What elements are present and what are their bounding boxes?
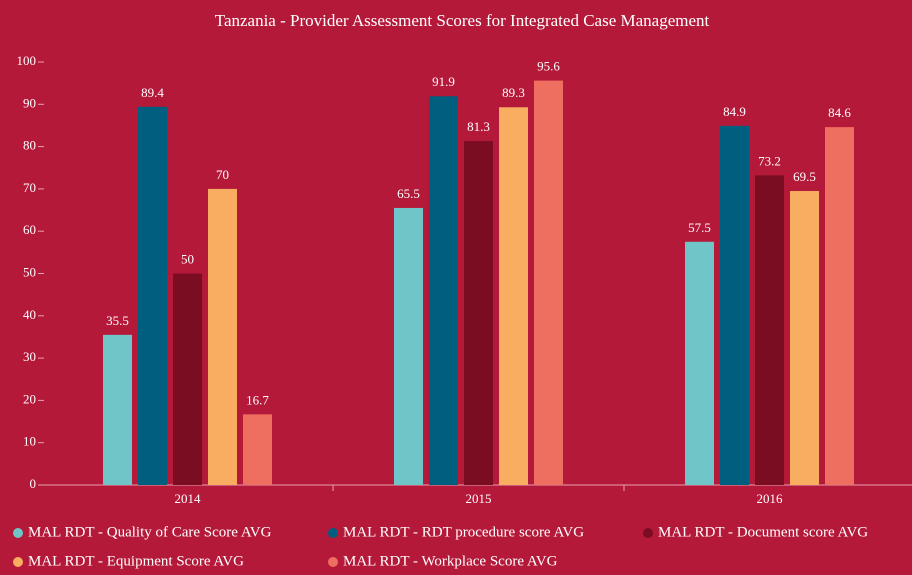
legend-marker — [328, 528, 338, 538]
y-tick-label: 0 — [30, 476, 37, 491]
y-tick-label: 10 — [23, 434, 36, 449]
legend-marker — [643, 528, 653, 538]
bar — [103, 334, 132, 485]
bar — [173, 273, 202, 485]
bar — [429, 96, 458, 485]
value-label: 95.6 — [537, 59, 560, 74]
bar — [825, 127, 854, 485]
bar — [208, 188, 237, 485]
y-tick-label: 20 — [23, 391, 36, 406]
value-label: 84.9 — [723, 104, 746, 119]
value-label: 70 — [216, 167, 229, 182]
y-tick-label: 40 — [23, 307, 36, 322]
y-tick-label: 50 — [23, 264, 36, 279]
chart-title: Tanzania - Provider Assessment Scores fo… — [215, 11, 710, 30]
y-tick-label: 70 — [23, 180, 36, 195]
bar — [464, 141, 493, 485]
bar — [534, 80, 563, 485]
legend-label: MAL RDT - Workplace Score AVG — [343, 553, 558, 569]
legend-label: MAL RDT - Document score AVG — [658, 524, 868, 540]
x-tick-label: 2015 — [466, 491, 492, 506]
value-label: 73.2 — [758, 153, 781, 168]
bar — [685, 241, 714, 485]
y-tick-label: 80 — [23, 138, 36, 153]
legend-marker — [13, 557, 23, 567]
value-label: 89.3 — [502, 85, 525, 100]
bar — [243, 414, 272, 485]
value-label: 65.5 — [397, 186, 420, 201]
bar — [720, 125, 749, 486]
value-label: 57.5 — [688, 220, 711, 235]
value-label: 91.9 — [432, 74, 455, 89]
y-tick-label: 100 — [17, 53, 37, 68]
legend-label: MAL RDT - Quality of Care Score AVG — [28, 524, 272, 540]
legend-label: MAL RDT - RDT procedure score AVG — [343, 524, 584, 540]
value-label: 35.5 — [106, 313, 129, 328]
y-tick-label: 60 — [23, 222, 36, 237]
legend-marker — [328, 557, 338, 567]
value-label: 50 — [181, 251, 194, 266]
legend-label: MAL RDT - Equipment Score AVG — [28, 553, 244, 569]
value-label: 81.3 — [467, 119, 490, 134]
y-tick-label: 30 — [23, 349, 36, 364]
value-label: 84.6 — [828, 105, 851, 120]
x-tick-label: 2014 — [175, 491, 202, 506]
value-label: 69.5 — [793, 169, 816, 184]
bar — [790, 191, 819, 485]
bar — [755, 175, 784, 485]
value-label: 16.7 — [246, 392, 269, 407]
bar — [138, 106, 167, 485]
legend-marker — [13, 528, 23, 538]
x-tick-label: 2016 — [757, 491, 784, 506]
value-label: 89.4 — [141, 85, 164, 100]
bar — [394, 207, 423, 485]
y-tick-label: 90 — [23, 95, 36, 110]
bar — [499, 107, 528, 486]
